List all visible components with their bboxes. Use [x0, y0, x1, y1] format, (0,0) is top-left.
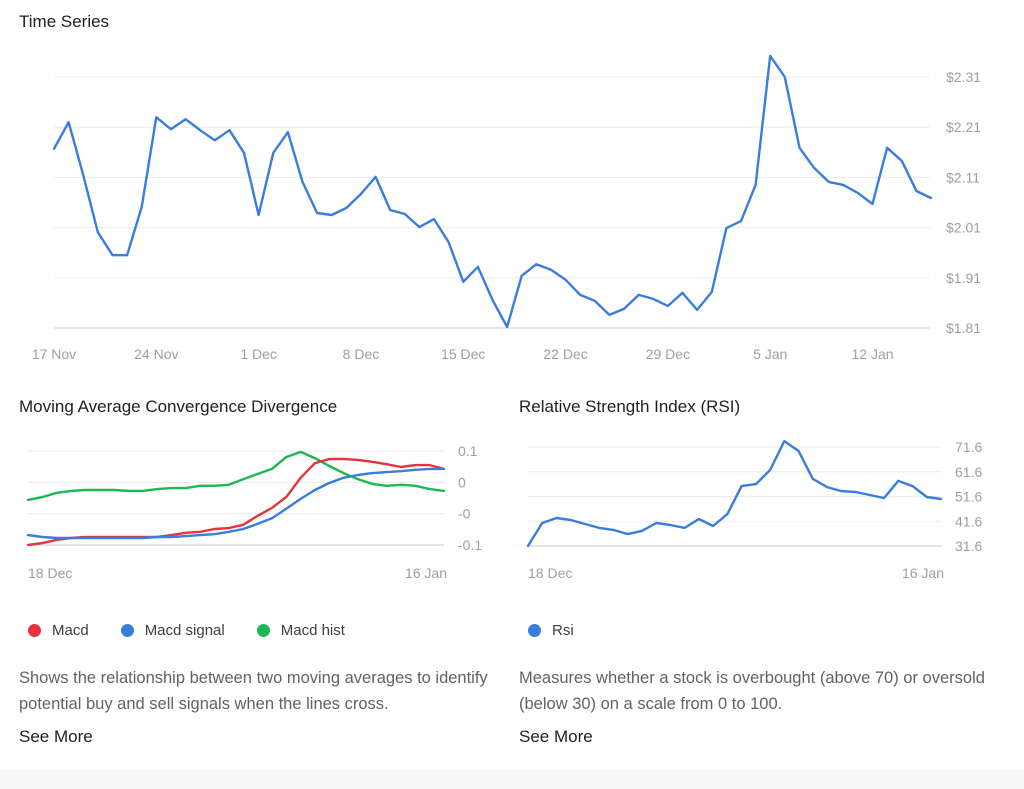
rsi-see-more-link[interactable]: See More	[519, 727, 593, 746]
x-tick-label: 29 Dec	[646, 346, 690, 362]
legend-item-macd[interactable]: Macd	[28, 622, 89, 639]
rsi-legend: Rsi	[528, 622, 606, 639]
y-tick-label: 31.6	[955, 538, 982, 554]
series-line-macd-signal	[26, 467, 446, 540]
time-series-title: Time Series	[19, 12, 110, 31]
macd-description: Shows the relationship between two movin…	[19, 669, 488, 713]
y-tick-label: 0	[458, 474, 466, 490]
legend-label: Rsi	[552, 622, 574, 639]
legend-dot-icon	[528, 624, 541, 637]
macd-see-more-link[interactable]: See More	[19, 727, 93, 746]
legend-item-macd-hist[interactable]: Macd hist	[256, 622, 345, 639]
legend-label: Macd hist	[280, 622, 345, 639]
y-tick-label: -0.1	[458, 537, 482, 553]
x-tick-label: 24 Nov	[134, 346, 178, 362]
legend-dot-icon	[256, 624, 270, 637]
legend-item-macd-signal[interactable]: Macd signal	[120, 622, 225, 639]
y-tick-label: -0	[458, 506, 471, 522]
series-line-price	[52, 54, 933, 329]
time-series-chart: $2.31 $2.21 $2.11 $2.01 $1.91 $1.81 17 Nov 24 N…	[32, 54, 981, 362]
x-tick-label: 17 Nov	[32, 346, 76, 362]
y-tick-label: $1.81	[946, 320, 981, 336]
legend-label: Macd signal	[144, 622, 225, 639]
x-tick-label: 16 Jan	[902, 565, 944, 581]
y-tick-label: $2.11	[946, 169, 980, 185]
x-tick-label: 18 Dec	[28, 565, 72, 581]
y-tick-label: $2.31	[946, 69, 981, 85]
x-tick-label: 1 Dec	[240, 346, 277, 362]
x-tick-label: 16 Jan	[405, 565, 447, 581]
x-tick-label: 15 Dec	[441, 346, 485, 362]
y-tick-label: 71.6	[955, 439, 982, 455]
series-line-macd-hist	[26, 450, 446, 502]
rsi-chart: 71.6 61.6 51.6 41.6 31.6 18 Dec 16 Jan	[526, 439, 982, 581]
macd-title: Moving Average Convergence Divergence	[19, 397, 338, 416]
x-tick-label: 8 Dec	[343, 346, 380, 362]
macd-legend: Macd Macd signal Macd hist	[28, 622, 377, 639]
y-tick-label: 51.6	[955, 489, 982, 505]
macd-chart: 0.1 0 -0 -0.1 18 Dec 16 Jan	[26, 443, 482, 581]
rsi-description: Measures whether a stock is overbought (…	[519, 669, 985, 713]
y-tick-label: 0.1	[458, 443, 478, 459]
x-tick-label: 18 Dec	[528, 565, 572, 581]
legend-item-rsi[interactable]: Rsi	[528, 622, 574, 639]
legend-dot-icon	[28, 624, 41, 637]
series-line-rsi	[526, 439, 943, 548]
legend-dot-icon	[120, 624, 134, 637]
x-tick-label: 22 Dec	[543, 346, 587, 362]
y-tick-label: 41.6	[955, 513, 982, 529]
y-tick-label: $2.01	[946, 220, 981, 236]
rsi-title: Relative Strength Index (RSI)	[519, 397, 741, 416]
x-tick-label: 12 Jan	[852, 346, 894, 362]
y-tick-label: $1.91	[946, 270, 981, 286]
legend-label: Macd	[52, 622, 89, 639]
y-tick-label: $2.21	[946, 119, 981, 135]
y-tick-label: 61.6	[955, 464, 982, 480]
footer-band	[0, 770, 1024, 789]
x-tick-label: 5 Jan	[753, 346, 787, 362]
